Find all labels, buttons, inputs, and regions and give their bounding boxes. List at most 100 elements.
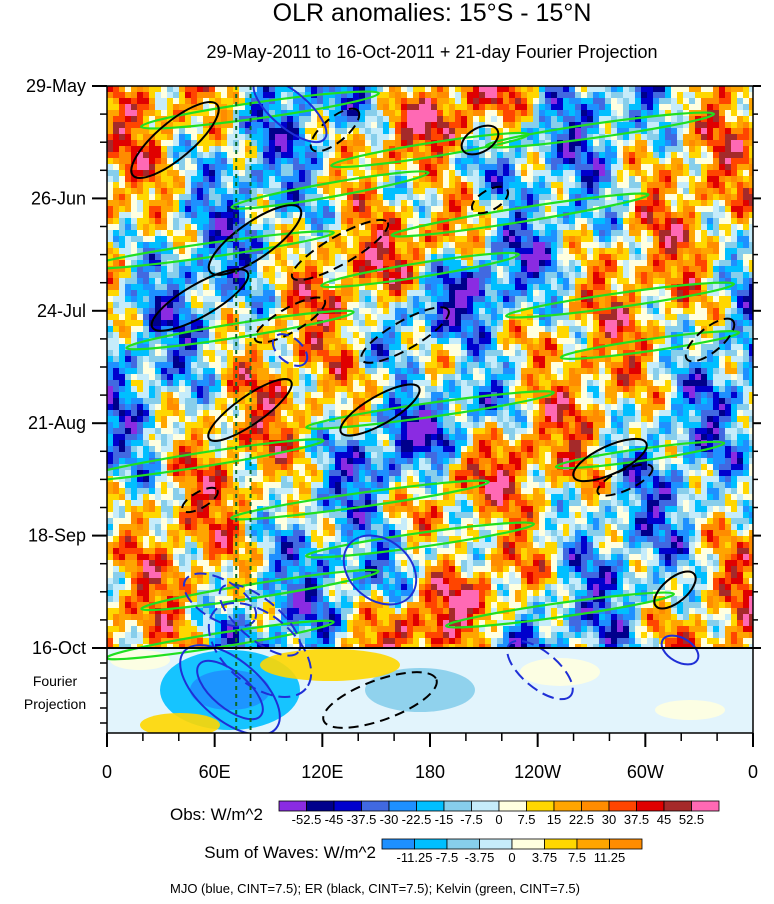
obs-field-cell: [425, 344, 432, 351]
obs-field-cell: [521, 110, 528, 117]
obs-field-cell: [491, 326, 498, 333]
obs-field-cell: [713, 146, 720, 153]
obs-field-cell: [569, 302, 576, 309]
obs-field-cell: [671, 86, 678, 93]
obs-field-cell: [545, 182, 552, 189]
obs-field-cell: [401, 200, 408, 207]
obs-field-cell: [707, 278, 714, 285]
obs-field-cell: [263, 152, 270, 159]
obs-field-cell: [749, 122, 753, 129]
obs-field-cell: [215, 182, 222, 189]
obs-field-cell: [143, 188, 150, 195]
obs-field-cell: [557, 290, 564, 297]
obs-field-cell: [317, 260, 324, 267]
obs-field-cell: [533, 170, 540, 177]
obs-field-cell: [719, 146, 726, 153]
obs-field-cell: [305, 326, 312, 333]
obs-field-cell: [587, 314, 594, 321]
obs-field-cell: [407, 200, 414, 207]
obs-field-cell: [185, 308, 192, 315]
obs-field-cell: [599, 254, 606, 261]
obs-field-cell: [335, 176, 342, 183]
obs-field-cell: [341, 302, 348, 309]
obs-field-cell: [497, 290, 504, 297]
obs-field-cell: [371, 320, 378, 327]
obs-field-cell: [437, 302, 444, 309]
obs-field-cell: [593, 278, 600, 285]
obs-field-cell: [365, 236, 372, 243]
obs-field-cell: [239, 326, 246, 333]
obs-field-cell: [485, 236, 492, 243]
obs-field-cell: [215, 140, 222, 147]
obs-field-cell: [245, 188, 252, 195]
obs-field-cell: [173, 176, 180, 183]
obs-field-cell: [179, 332, 186, 339]
obs-field-cell: [371, 200, 378, 207]
obs-field-cell: [431, 212, 438, 219]
obs-field-cell: [257, 122, 264, 129]
obs-field-cell: [503, 338, 510, 345]
obs-field-cell: [695, 236, 702, 243]
obs-field-cell: [275, 284, 282, 291]
obs-field-cell: [563, 236, 570, 243]
obs-field-cell: [665, 128, 672, 135]
obs-field-cell: [299, 278, 306, 285]
obs-field-cell: [671, 314, 678, 321]
obs-field-cell: [641, 296, 648, 303]
obs-field-cell: [401, 272, 408, 279]
obs-field-cell: [263, 242, 270, 249]
obs-field-cell: [689, 224, 696, 231]
obs-field-cell: [221, 224, 228, 231]
obs-field-cell: [209, 314, 216, 321]
obs-field-cell: [545, 176, 552, 183]
obs-field-cell: [491, 356, 498, 363]
obs-field-cell: [569, 314, 576, 321]
obs-field-cell: [311, 296, 318, 303]
obs-field-cell: [149, 86, 156, 93]
obs-field-cell: [359, 290, 366, 297]
obs-field-cell: [263, 236, 270, 243]
obs-field-cell: [359, 278, 366, 285]
obs-field-cell: [305, 128, 312, 135]
obs-field-cell: [269, 140, 276, 147]
obs-field-cell: [515, 356, 522, 363]
obs-field-cell: [257, 176, 264, 183]
obs-field-cell: [167, 176, 174, 183]
obs-field-cell: [239, 344, 246, 351]
obs-field-cell: [587, 236, 594, 243]
obs-field-cell: [221, 116, 228, 123]
obs-field-cell: [413, 122, 420, 129]
obs-field-cell: [131, 296, 138, 303]
obs-field-cell: [431, 170, 438, 177]
obs-field-cell: [695, 86, 702, 93]
obs-field-cell: [299, 92, 306, 99]
obs-field-cell: [677, 140, 684, 147]
obs-field-cell: [671, 350, 678, 357]
obs-field-cell: [473, 254, 480, 261]
obs-field-cell: [437, 206, 444, 213]
obs-field-cell: [587, 290, 594, 297]
obs-field-cell: [551, 128, 558, 135]
obs-field-cell: [647, 314, 654, 321]
obs-field-cell: [749, 320, 753, 327]
obs-field-cell: [167, 122, 174, 129]
obs-field-cell: [389, 230, 396, 237]
obs-field-cell: [659, 266, 666, 273]
obs-field-cell: [413, 188, 420, 195]
obs-field-cell: [569, 134, 576, 141]
obs-field-cell: [377, 134, 384, 141]
obs-field-cell: [161, 110, 168, 117]
obs-field-cell: [431, 350, 438, 357]
obs-field-cell: [443, 116, 450, 123]
obs-field-cell: [341, 140, 348, 147]
obs-field-cell: [707, 146, 714, 153]
obs-field-cell: [647, 140, 654, 147]
obs-field-cell: [281, 206, 288, 213]
obs-field-cell: [611, 92, 618, 99]
obs-field-cell: [119, 104, 126, 111]
obs-field-cell: [683, 242, 690, 249]
obs-field-cell: [743, 254, 750, 261]
obs-field-cell: [449, 98, 456, 105]
obs-field-cell: [377, 146, 384, 153]
obs-field-cell: [713, 218, 720, 225]
